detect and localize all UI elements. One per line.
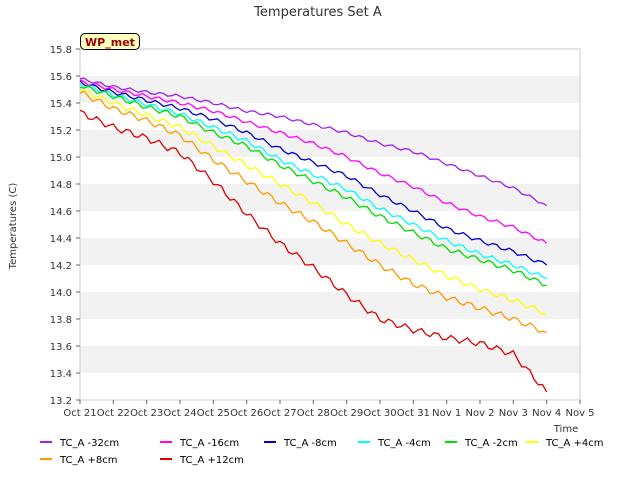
y-tick-label: 13.2 [50,396,72,407]
x-tick-label: Oct 28 [297,408,330,419]
legend-item: TC_A -32cm [40,437,119,451]
y-tick-label: 14.0 [50,288,72,299]
x-tick-label: Nov 5 [565,408,594,419]
series-line-tc-a-2cm [79,85,547,287]
y-tick-label: 15.2 [50,126,72,137]
legend-item: TC_A -2cm [445,437,518,451]
legend-swatch [264,441,276,443]
legend-item: TC_A -8cm [264,437,337,451]
grid-band [80,211,580,238]
y-tick-label: 15.0 [50,153,72,164]
legend-swatch [160,458,172,460]
y-tick-label: 14.8 [50,180,72,191]
grid-band [80,346,580,373]
plot-frame [79,48,581,401]
legend-label: TC_A -16cm [180,438,240,449]
y-tick-label: 14.6 [50,207,72,218]
legend-swatch [526,441,538,443]
legend-label: TC_A -8cm [284,438,337,449]
grid-band [80,184,580,211]
legend-label: TC_A -2cm [465,438,518,449]
x-tick-label: Nov 1 [432,408,461,419]
legend-item: TC_A -4cm [358,437,431,451]
legend-swatch [160,441,172,443]
x-tick-label: Oct 23 [130,408,163,419]
x-tick-label: Oct 30 [363,408,396,419]
legend-swatch [358,441,370,443]
x-tick-label: Oct 24 [163,408,196,419]
y-tick-label: 15.6 [50,72,72,83]
x-axis-label: Time [553,424,578,435]
x-axis-ticks: Oct 21 Oct 22 Oct 23 Oct 24 Oct 25 Oct 26 Oct … [63,400,595,419]
x-tick-label: Nov 3 [499,408,528,419]
chart-title: Temperatures Set A [253,5,382,20]
legend-label: TC_A +12cm [180,455,244,466]
x-tick-label: Nov 4 [532,408,561,419]
legend-label: TC_A -4cm [378,438,431,449]
series-line-tc-a-8cm [79,80,548,266]
x-tick-label: Oct 22 [97,408,130,419]
station-badge: WP_met [80,33,140,50]
grid-band [80,130,580,157]
x-tick-label: Nov 2 [465,408,494,419]
legend-label: TC_A +8cm [60,455,118,466]
y-axis-label: Temperatures (C) [8,183,19,271]
series-line-tc-a-4cm [79,83,547,280]
grid-band [80,49,580,76]
grid-band [80,373,580,400]
grid-band [80,319,580,346]
series-line-tc-a-4cm [79,89,547,316]
y-tick-label: 14.4 [50,234,72,245]
x-tick-label: Oct 25 [197,408,230,419]
y-tick-label: 15.4 [50,99,72,110]
series-line-tc-a-32cm [79,77,548,207]
x-tick-label: Oct 21 [63,408,96,419]
legend-swatch [40,441,52,443]
y-tick-label: 15.8 [50,45,72,56]
x-tick-label: Oct 31 [397,408,430,419]
x-tick-label: Oct 26 [230,408,263,419]
y-tick-label: 13.4 [50,369,72,380]
x-tick-label: Oct 29 [330,408,363,419]
legend-label: TC_A -32cm [60,438,120,449]
series-line-tc-a-16cm [79,79,548,244]
grid-band [80,103,580,130]
legend-item: TC_A -16cm [160,437,239,451]
y-tick-label: 13.8 [50,315,72,326]
y-tick-label: 14.2 [50,261,72,272]
grid-band [80,76,580,103]
y-tick-label: 13.6 [50,342,72,353]
grid-bands [80,49,580,400]
legend-item: TC_A +12cm [160,454,244,468]
legend-swatch [40,458,52,460]
series-line-tc-a-8cm [79,90,547,334]
legend-item: TC_A +4cm [526,437,604,451]
series-line-tc-a-12cm [79,109,548,393]
x-tick-label: Oct 27 [263,408,296,419]
legend-item: TC_A +8cm [40,454,118,468]
series-group [79,77,548,393]
legend-label: TC_A +4cm [546,438,604,449]
legend: TC_A -32cm TC_A -16cm TC_A -8cm TC_A -4cm TC… [40,437,630,473]
y-axis-ticks: 13.2 13.4 13.6 13.8 14.0 14.2 14.4 14.6 14.8 15.0… [50,45,80,407]
legend-swatch [445,441,457,443]
